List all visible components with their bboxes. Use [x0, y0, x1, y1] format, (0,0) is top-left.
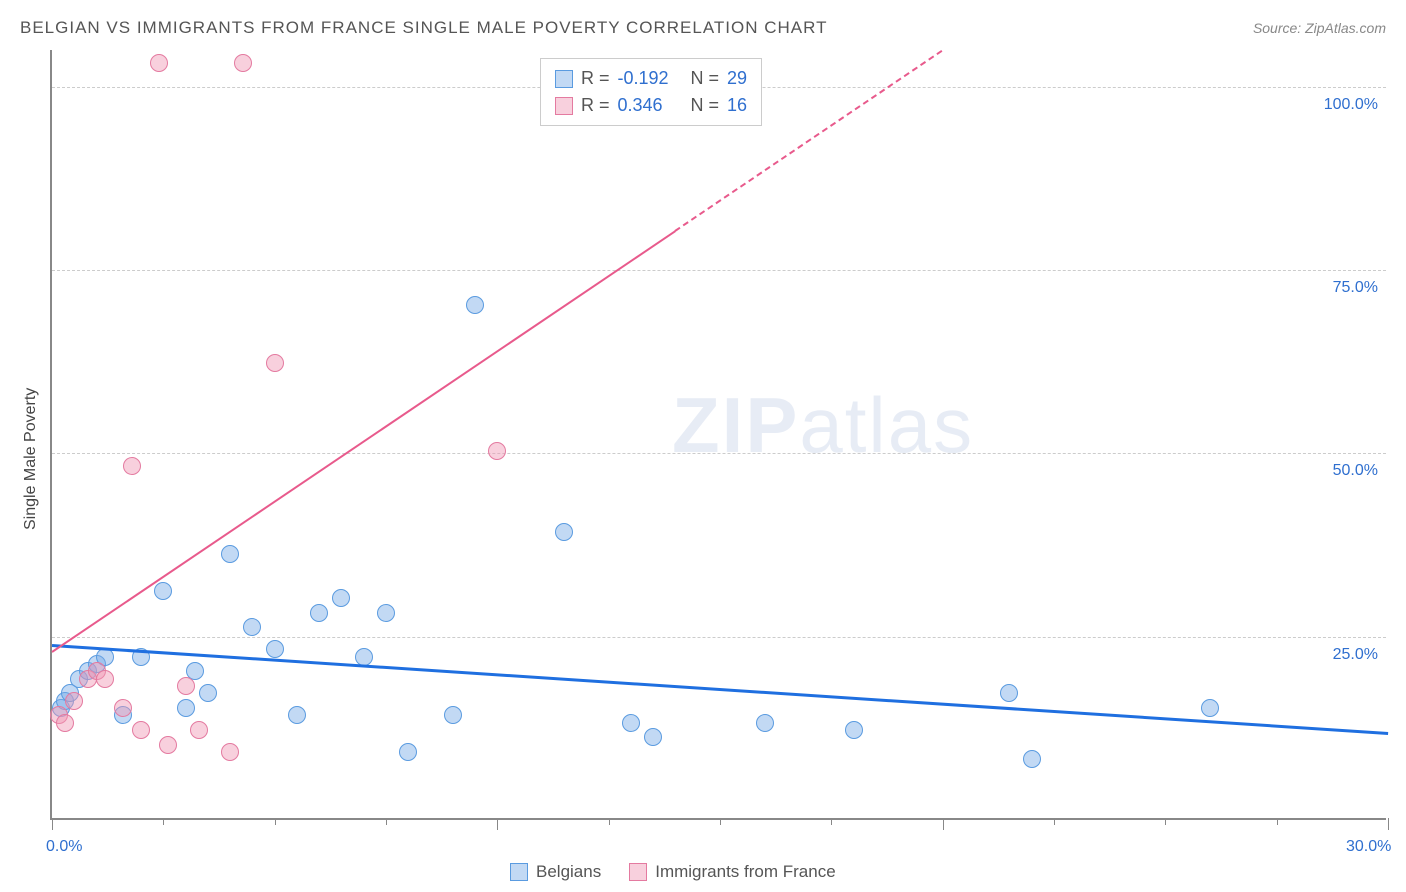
- gridline: [52, 453, 1386, 454]
- xtick-mark: [609, 818, 610, 825]
- stats-row: R = 0.346 N = 16: [555, 92, 747, 119]
- data-point: [466, 296, 484, 314]
- legend-item: Immigrants from France: [629, 862, 835, 882]
- data-point: [756, 714, 774, 732]
- trend-line: [52, 644, 1388, 735]
- chart-title: BELGIAN VS IMMIGRANTS FROM FRANCE SINGLE…: [20, 18, 827, 38]
- data-point: [845, 721, 863, 739]
- data-point: [1023, 750, 1041, 768]
- xtick-mark: [1165, 818, 1166, 825]
- data-point: [159, 736, 177, 754]
- xtick-mark: [1054, 818, 1055, 825]
- data-point: [310, 604, 328, 622]
- data-point: [56, 714, 74, 732]
- xtick-mark: [386, 818, 387, 825]
- source-text: Source: ZipAtlas.com: [1253, 20, 1386, 36]
- xtick-mark: [497, 818, 498, 830]
- data-point: [177, 677, 195, 695]
- watermark: ZIPatlas: [672, 380, 974, 471]
- title-bar: BELGIAN VS IMMIGRANTS FROM FRANCE SINGLE…: [20, 18, 1386, 38]
- data-point: [234, 54, 252, 72]
- ytick-label: 100.0%: [1324, 96, 1378, 114]
- gridline: [52, 637, 1386, 638]
- xtick-mark: [275, 818, 276, 825]
- legend-swatch: [629, 863, 647, 881]
- data-point: [190, 721, 208, 739]
- ytick-label: 50.0%: [1333, 462, 1378, 480]
- y-axis-label: Single Male Poverty: [22, 388, 40, 530]
- data-point: [243, 618, 261, 636]
- legend-item: Belgians: [510, 862, 601, 882]
- xtick-label: 0.0%: [46, 838, 82, 856]
- stats-legend: R = -0.192 N = 29R = 0.346 N = 16: [540, 58, 762, 126]
- gridline: [52, 270, 1386, 271]
- data-point: [123, 457, 141, 475]
- data-point: [488, 442, 506, 460]
- data-point: [399, 743, 417, 761]
- stats-row: R = -0.192 N = 29: [555, 65, 747, 92]
- data-point: [114, 699, 132, 717]
- xtick-mark: [831, 818, 832, 825]
- data-point: [199, 684, 217, 702]
- data-point: [150, 54, 168, 72]
- plot-area: ZIPatlas 25.0% 50.0% 75.0% 100.0%: [50, 50, 1386, 820]
- legend-label: Belgians: [536, 862, 601, 882]
- series-legend: Belgians Immigrants from France: [510, 862, 836, 882]
- data-point: [177, 699, 195, 717]
- legend-swatch: [555, 97, 573, 115]
- legend-label: Immigrants from France: [655, 862, 835, 882]
- data-point: [266, 640, 284, 658]
- data-point: [377, 604, 395, 622]
- data-point: [65, 692, 83, 710]
- ytick-label: 25.0%: [1333, 646, 1378, 664]
- legend-swatch: [555, 70, 573, 88]
- ytick-label: 75.0%: [1333, 279, 1378, 297]
- data-point: [288, 706, 306, 724]
- data-point: [644, 728, 662, 746]
- xtick-mark: [720, 818, 721, 825]
- xtick-mark: [52, 818, 53, 830]
- data-point: [622, 714, 640, 732]
- data-point: [154, 582, 172, 600]
- trend-line: [51, 231, 676, 654]
- legend-swatch: [510, 863, 528, 881]
- xtick-mark: [163, 818, 164, 825]
- xtick-mark: [943, 818, 944, 830]
- data-point: [444, 706, 462, 724]
- data-point: [266, 354, 284, 372]
- data-point: [1000, 684, 1018, 702]
- data-point: [221, 545, 239, 563]
- xtick-label: 30.0%: [1346, 838, 1391, 856]
- data-point: [96, 670, 114, 688]
- data-point: [355, 648, 373, 666]
- data-point: [555, 523, 573, 541]
- xtick-mark: [1277, 818, 1278, 825]
- data-point: [221, 743, 239, 761]
- data-point: [332, 589, 350, 607]
- data-point: [1201, 699, 1219, 717]
- xtick-mark: [1388, 818, 1389, 830]
- data-point: [132, 721, 150, 739]
